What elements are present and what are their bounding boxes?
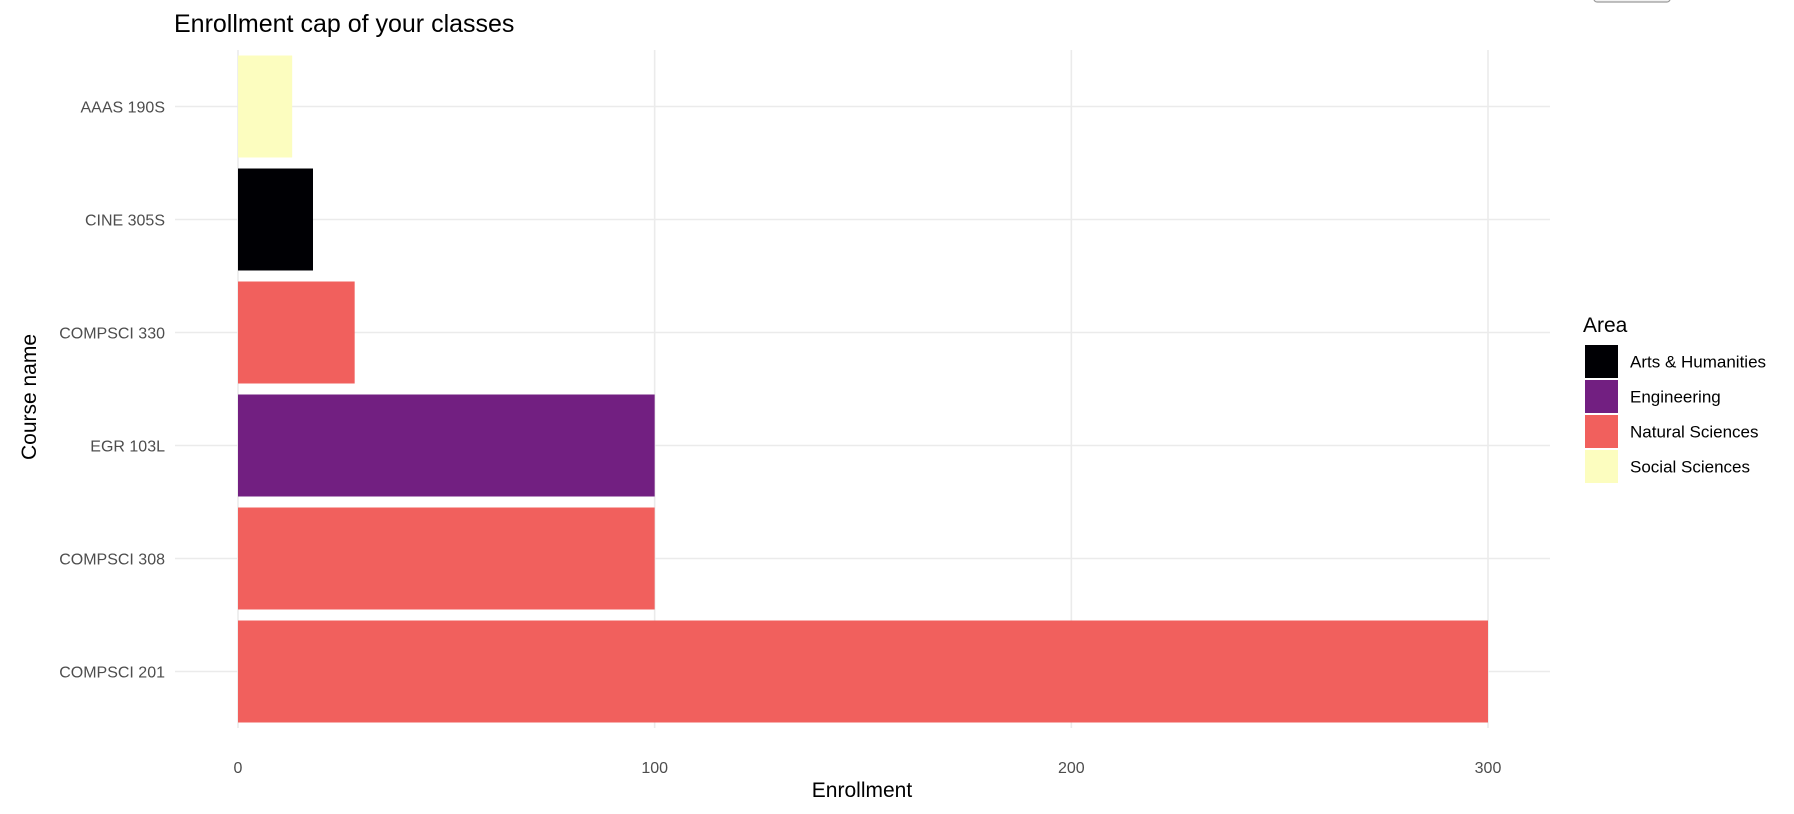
legend-label: Arts & Humanities: [1630, 353, 1766, 372]
legend-label: Social Sciences: [1630, 458, 1750, 477]
legend: Area Arts & Humanities Engineering Natural…: [1583, 314, 1766, 483]
y-tick-label: EGR 103L: [90, 439, 165, 456]
bar-cine-305s[interactable]: [238, 168, 313, 271]
bars-layer: [238, 55, 1488, 723]
bar-egr-103l[interactable]: [238, 394, 655, 497]
legend-key-social-sciences[interactable]: [1585, 450, 1618, 483]
y-tick-label: COMPSCI 330: [59, 326, 165, 343]
bar-compsci-308[interactable]: [238, 507, 655, 610]
x-axis-tick-labels: 0 100 200 300: [234, 760, 1502, 777]
legend-title: Area: [1583, 314, 1628, 337]
y-tick-label: COMPSCI 201: [59, 665, 165, 682]
legend-key-arts-humanities[interactable]: [1585, 345, 1618, 378]
bar-compsci-330[interactable]: [238, 281, 355, 384]
bar-aaas-190s[interactable]: [238, 55, 293, 158]
legend-label: Engineering: [1630, 388, 1721, 407]
y-axis-tick-labels: COMPSCI 201 COMPSCI 308 EGR 103L COMPSCI 33…: [59, 100, 165, 682]
chart-title: Enrollment cap of your classes: [174, 10, 514, 38]
x-tick-label: 100: [641, 760, 668, 777]
bar-compsci-201[interactable]: [238, 620, 1488, 723]
legend-label: Natural Sciences: [1630, 423, 1759, 442]
y-tick-label: AAAS 190S: [81, 100, 166, 117]
legend-key-natural-sciences[interactable]: [1585, 415, 1618, 448]
x-axis-title: Enrollment: [812, 779, 913, 802]
legend-key-engineering[interactable]: [1585, 380, 1618, 413]
x-tick-label: 0: [234, 760, 243, 777]
x-tick-label: 200: [1058, 760, 1085, 777]
y-axis-title: Course name: [18, 334, 41, 460]
y-tick-label: COMPSCI 308: [59, 552, 165, 569]
y-tick-label: CINE 305S: [85, 213, 165, 230]
top-right-toolbar-button[interactable]: [1593, 0, 1671, 3]
x-tick-label: 300: [1475, 760, 1502, 777]
